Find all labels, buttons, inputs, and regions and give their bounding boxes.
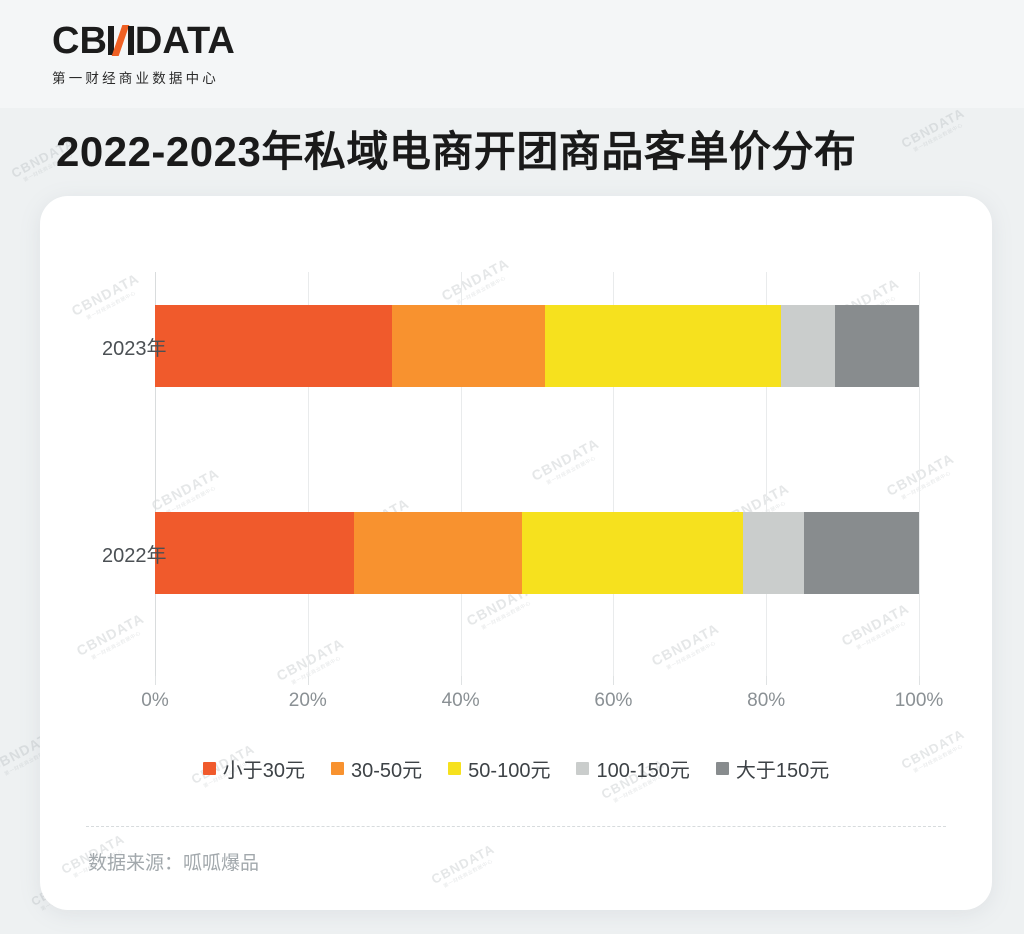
bar-segment[interactable] xyxy=(353,512,522,594)
x-axis-tick xyxy=(155,676,156,685)
gridline xyxy=(766,272,768,676)
legend-label: 30-50元 xyxy=(351,760,423,782)
chart-legend: 小于30元 30-50元 50-100元 100-150元 大于150元 xyxy=(40,754,992,783)
page-title: 2022-2023年私域电商开团商品客单价分布 xyxy=(56,128,857,175)
legend-item[interactable]: 100-150元 xyxy=(576,754,690,783)
stacked-bar-chart: 0% 20% 40% 60% 80% 100% 2023年 2022年 xyxy=(40,196,992,910)
category-label: 2023年 xyxy=(102,338,167,360)
x-axis-tick-label: 0% xyxy=(141,690,169,711)
legend-label: 小于30元 xyxy=(222,760,306,782)
legend-item[interactable]: 小于30元 xyxy=(202,754,306,783)
legend-swatch xyxy=(715,762,729,775)
footer-divider xyxy=(86,826,946,827)
logo-subtitle: 第一财经商业数据中心 xyxy=(52,71,219,86)
gridline xyxy=(460,272,462,676)
category-label: 2022年 xyxy=(102,545,167,567)
x-axis-tick-label: 40% xyxy=(441,690,480,711)
legend-item[interactable]: 大于150元 xyxy=(715,754,830,783)
source-note: 数据来源：呱呱爆品 xyxy=(88,853,260,874)
x-axis-tick xyxy=(766,676,768,685)
legend-label: 50-100元 xyxy=(468,760,551,782)
legend-label: 100-150元 xyxy=(596,760,690,782)
logo-text-cb: CB xyxy=(52,20,107,62)
x-axis-tick-label: 100% xyxy=(894,690,944,711)
y-axis-line xyxy=(155,272,156,676)
bar-row xyxy=(155,512,919,594)
x-axis-tick xyxy=(919,676,920,685)
x-axis-tick-label: 60% xyxy=(594,690,633,711)
bar-segment[interactable] xyxy=(521,512,744,594)
x-axis-tick xyxy=(460,676,462,685)
bar-segment[interactable] xyxy=(544,305,782,387)
plot-area xyxy=(155,272,920,676)
bar-segment[interactable] xyxy=(391,305,545,387)
x-axis-tick-label: 20% xyxy=(288,690,327,711)
x-axis-tick xyxy=(307,676,309,685)
logo-text-data: DATA xyxy=(134,20,235,62)
bar-segment[interactable] xyxy=(781,305,835,387)
x-axis-tick-label: 80% xyxy=(747,690,786,711)
legend-swatch xyxy=(576,762,590,775)
bar-segment[interactable] xyxy=(834,305,919,387)
bar-row xyxy=(155,305,919,387)
legend-swatch xyxy=(202,762,216,775)
legend-label: 大于150元 xyxy=(735,760,830,782)
legend-swatch xyxy=(331,762,345,775)
bar-segment[interactable] xyxy=(155,512,354,594)
logo-wordmark: CB DATA xyxy=(52,22,235,60)
legend-swatch xyxy=(448,762,462,775)
legend-item[interactable]: 30-50元 xyxy=(331,754,422,783)
x-axis-tick xyxy=(613,676,615,685)
bar-segment[interactable] xyxy=(804,512,919,594)
gridline xyxy=(307,272,309,676)
legend-item[interactable]: 50-100元 xyxy=(448,754,550,783)
logo-n-icon xyxy=(107,25,134,56)
bar-segment[interactable] xyxy=(155,305,392,387)
gridline xyxy=(613,272,615,676)
cbndata-logo: CB DATA 第一财经商业数据中心 xyxy=(52,22,235,87)
page-header: CB DATA 第一财经商业数据中心 xyxy=(0,0,1024,108)
bar-segment[interactable] xyxy=(743,512,805,594)
gridline xyxy=(919,272,920,676)
chart-card: CBNDATA 第一财经商业数据中心 CBNDATA 第一财经商业数据中心 CBNDAT… xyxy=(40,196,992,910)
